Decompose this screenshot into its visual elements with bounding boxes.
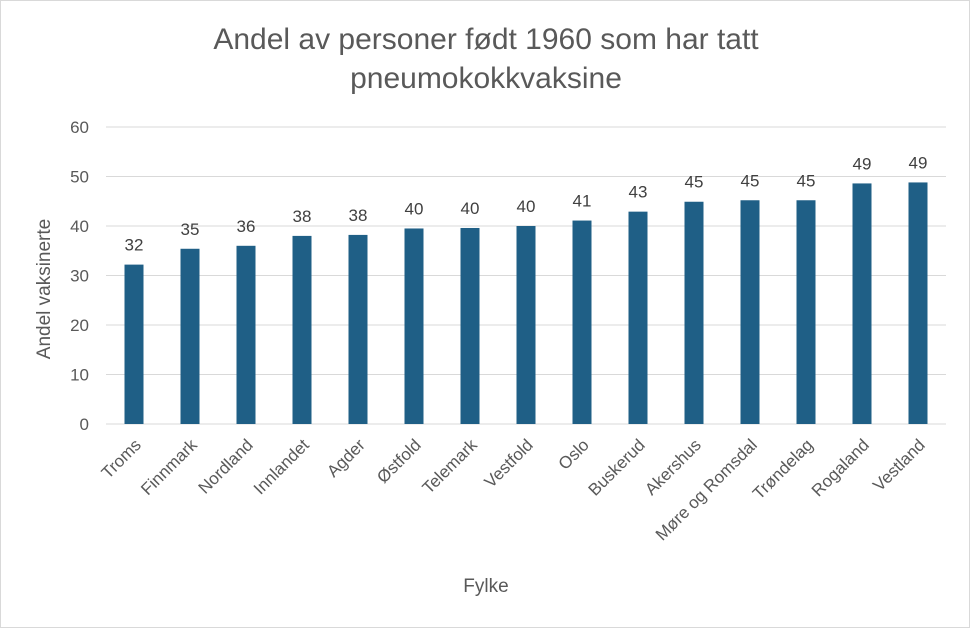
x-tick-label: Møre og Romsdal: [652, 435, 761, 544]
y-tick-label: 60: [70, 118, 89, 137]
y-tick-label: 30: [70, 267, 89, 286]
bar: [908, 182, 928, 424]
chart-title-line-1: Andel av personer født 1960 som har tatt: [213, 23, 759, 56]
bar: [852, 183, 872, 424]
x-tick-label: Buskerud: [585, 435, 649, 499]
bar: [460, 227, 480, 424]
data-label: 45: [741, 171, 760, 190]
bar: [740, 200, 760, 424]
bar: [516, 226, 536, 424]
x-axis-title: Fylke: [463, 576, 509, 597]
x-tick-label: Oslo: [555, 435, 593, 473]
data-label: 36: [237, 217, 256, 236]
bar: [404, 228, 424, 424]
data-label: 45: [797, 171, 816, 190]
bar: [292, 235, 312, 424]
x-tick-label: Østfold: [373, 435, 425, 487]
y-tick-label: 10: [70, 366, 89, 385]
data-label: 41: [573, 192, 592, 211]
y-tick-label: 20: [70, 316, 89, 335]
data-label: 43: [629, 183, 648, 202]
data-label: 49: [853, 154, 872, 173]
data-label: 40: [405, 199, 424, 218]
bar: [180, 248, 200, 424]
data-label: 35: [181, 220, 200, 239]
x-tick-label: Nordland: [195, 435, 257, 497]
bar: [124, 264, 144, 424]
bar: [572, 220, 592, 424]
data-label: 49: [909, 153, 928, 172]
x-tick-label: Innlandet: [250, 435, 313, 498]
data-label: 38: [349, 206, 368, 225]
bar: [684, 201, 704, 424]
x-tick-label: Troms: [98, 435, 145, 482]
data-label: 45: [685, 173, 704, 192]
x-tick-label: Telemark: [419, 435, 482, 498]
x-tick-label: Rogaland: [808, 435, 873, 500]
x-tick-label: Vestland: [869, 435, 929, 495]
data-label: 40: [517, 197, 536, 216]
y-tick-label: 40: [70, 217, 89, 236]
bar: [348, 234, 368, 424]
bar: [796, 200, 816, 424]
y-tick-label: 50: [70, 168, 89, 187]
data-label: 38: [293, 207, 312, 226]
x-tick-label: Trøndelag: [749, 435, 817, 503]
chart-title-line-2: pneumokokkvaksine: [350, 62, 622, 95]
x-tick-label: Finnmark: [137, 435, 201, 499]
bar: [236, 245, 256, 424]
bar: [628, 211, 648, 424]
data-label: 40: [461, 199, 480, 218]
data-label: 32: [125, 236, 144, 255]
x-tick-label: Vestfold: [481, 435, 537, 491]
x-tick-label: Agder: [323, 435, 369, 481]
y-tick-label: 0: [80, 415, 89, 434]
